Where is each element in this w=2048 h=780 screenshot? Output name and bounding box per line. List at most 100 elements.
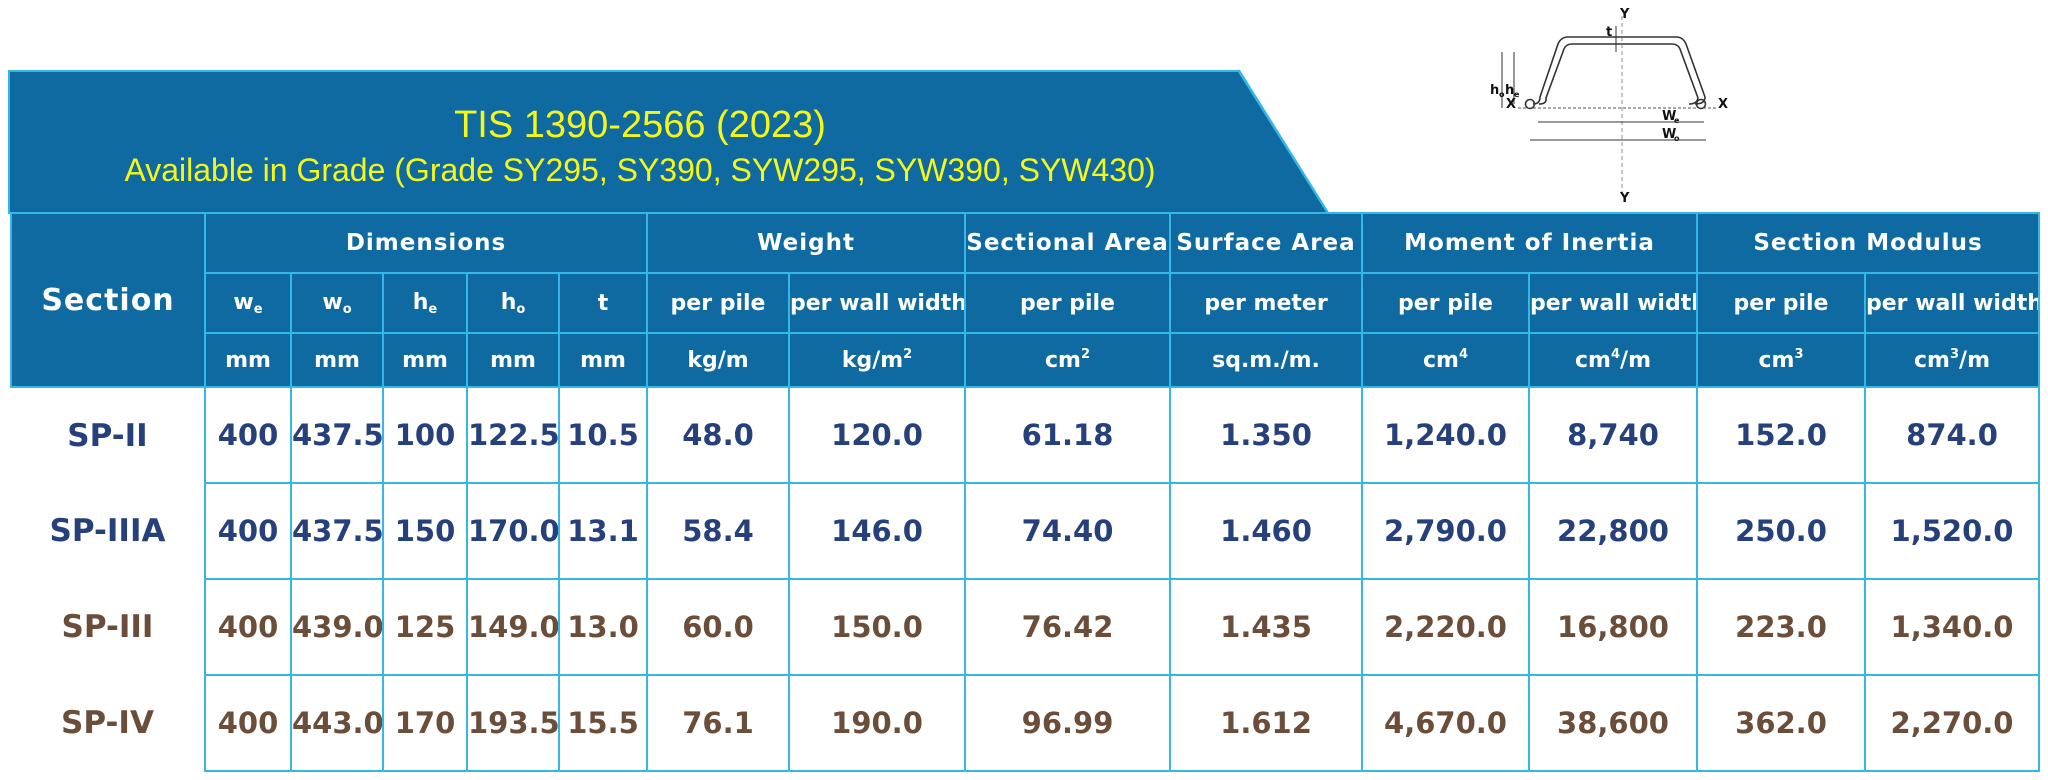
- diagram-we-sub: e: [1674, 116, 1680, 125]
- cell-mi-pile: 2,220.0: [1361, 578, 1531, 676]
- cell-surface: 1.350: [1169, 386, 1364, 484]
- cell-weight-wall: 120.0: [788, 386, 967, 484]
- cell-weight-wall: 190.0: [788, 674, 967, 772]
- diagram-y-top: Y: [1619, 7, 1630, 22]
- unit-surface: sq.m./m.: [1169, 332, 1364, 388]
- table-row: SP-II 400 437.5 100 122.5 10.5 48.0 120.…: [11, 386, 2041, 484]
- cell-we: 400: [204, 482, 292, 580]
- sm-per-wall-header: per wall width: [1864, 272, 2041, 334]
- table-row: SP-IV 400 443.0 170 193.5 15.5 76.1 190.…: [11, 674, 2041, 772]
- wo-header: wo: [290, 272, 384, 334]
- cell-t: 13.0: [557, 578, 649, 676]
- he-header: he: [382, 272, 468, 334]
- unit-mi-pile: cm4: [1361, 332, 1531, 388]
- diagram-t: t: [1606, 25, 1612, 40]
- section-name: SP-IIIA: [11, 483, 206, 579]
- section-name: SP-IV: [11, 675, 206, 771]
- cell-mi-pile: 4,670.0: [1361, 674, 1531, 772]
- pile-profile-inner: [1538, 43, 1699, 105]
- unit-area: cm2: [964, 332, 1172, 388]
- cell-surface: 1.612: [1169, 674, 1364, 772]
- cell-area: 61.18: [964, 386, 1172, 484]
- cell-wo: 443.0: [290, 674, 384, 772]
- section-modulus-header: Section Modulus: [1696, 212, 2041, 274]
- unit-sm-wall: cm3/m: [1864, 332, 2041, 388]
- cell-sm-wall: 874.0: [1864, 386, 2041, 484]
- sectional-area-header: Sectional Area: [964, 212, 1172, 274]
- cell-sm-pile: 223.0: [1696, 578, 1867, 676]
- diagram-he-sub: e: [1514, 90, 1520, 99]
- surface-area-header: Surface Area: [1169, 212, 1364, 274]
- unit-t: mm: [557, 332, 649, 388]
- cell-sm-pile: 250.0: [1696, 482, 1867, 580]
- grade-subtitle: Available in Grade (Grade SY295, SY390, …: [124, 152, 1156, 188]
- cell-weight-wall: 150.0: [788, 578, 967, 676]
- cell-we: 400: [204, 674, 292, 772]
- unit-we: mm: [204, 332, 292, 388]
- cell-weight-pile: 76.1: [646, 674, 791, 772]
- cell-area: 96.99: [964, 674, 1172, 772]
- cell-weight-pile: 58.4: [646, 482, 791, 580]
- cell-we: 400: [204, 578, 292, 676]
- mi-per-wall-header: per wall width: [1528, 272, 1699, 334]
- cell-mi-wall: 22,800: [1528, 482, 1699, 580]
- cell-weight-wall: 146.0: [788, 482, 967, 580]
- cell-surface: 1.435: [1169, 578, 1364, 676]
- cell-sm-pile: 362.0: [1696, 674, 1867, 772]
- cell-ho: 149.0: [466, 578, 560, 676]
- cell-we: 400: [204, 386, 292, 484]
- unit-he: mm: [382, 332, 468, 388]
- cell-he: 125: [382, 578, 468, 676]
- cell-ho: 193.5: [466, 674, 560, 772]
- cell-mi-wall: 38,600: [1528, 674, 1699, 772]
- cell-mi-wall: 8,740: [1528, 386, 1699, 484]
- cell-he: 170: [382, 674, 468, 772]
- weight-per-pile-header: per pile: [646, 272, 791, 334]
- unit-ho: mm: [466, 332, 560, 388]
- diagram-y-bottom: Y: [1619, 191, 1630, 204]
- title-banner: [10, 72, 1326, 212]
- diagram-he: h: [1505, 83, 1514, 98]
- cell-he: 150: [382, 482, 468, 580]
- t-header: t: [557, 272, 649, 334]
- diagram-x-left: X: [1506, 97, 1516, 112]
- unit-sm-pile: cm3: [1696, 332, 1867, 388]
- cell-t: 13.1: [557, 482, 649, 580]
- section-header: Section: [10, 212, 206, 388]
- sheet-pile-diagram: Y Y X X t h o h e W e W o: [1490, 7, 1728, 204]
- mi-per-pile-header: per pile: [1361, 272, 1531, 334]
- cell-area: 74.40: [964, 482, 1172, 580]
- cell-sm-wall: 1,340.0: [1864, 578, 2041, 676]
- dimensions-header: Dimensions: [203, 212, 649, 274]
- moment-of-inertia-header: Moment of Inertia: [1361, 212, 1699, 274]
- diagram-wo-sub: o: [1674, 134, 1680, 143]
- cell-t: 15.5: [557, 674, 649, 772]
- cell-surface: 1.460: [1169, 482, 1364, 580]
- diagram-wo: W: [1662, 127, 1676, 142]
- diagram-we: W: [1662, 109, 1676, 124]
- cell-sm-wall: 1,520.0: [1864, 482, 2041, 580]
- cell-t: 10.5: [557, 386, 649, 484]
- weight-header: Weight: [646, 212, 967, 274]
- page-title: TIS 1390-2566 (2023): [454, 104, 826, 146]
- cell-wo: 439.0: [290, 578, 384, 676]
- cell-ho: 170.0: [466, 482, 560, 580]
- cell-wo: 437.5: [290, 386, 384, 484]
- sheet-pile-spec-table: Section Dimensions Weight Sectional Area…: [10, 212, 2041, 772]
- sm-per-pile-header: per pile: [1696, 272, 1867, 334]
- section-name: SP-II: [11, 387, 206, 483]
- unit-weight-wall: kg/m2: [788, 332, 967, 388]
- diagram-x-right: X: [1718, 97, 1728, 112]
- diagram-ho: h: [1490, 83, 1499, 98]
- unit-wo: mm: [290, 332, 384, 388]
- cell-mi-pile: 2,790.0: [1361, 482, 1531, 580]
- cell-ho: 122.5: [466, 386, 560, 484]
- area-per-pile-header: per pile: [964, 272, 1172, 334]
- cell-he: 100: [382, 386, 468, 484]
- ho-header: ho: [466, 272, 560, 334]
- cell-weight-pile: 60.0: [646, 578, 791, 676]
- unit-mi-wall: cm4/m: [1528, 332, 1699, 388]
- cell-mi-wall: 16,800: [1528, 578, 1699, 676]
- cell-mi-pile: 1,240.0: [1361, 386, 1531, 484]
- cell-sm-wall: 2,270.0: [1864, 674, 2041, 772]
